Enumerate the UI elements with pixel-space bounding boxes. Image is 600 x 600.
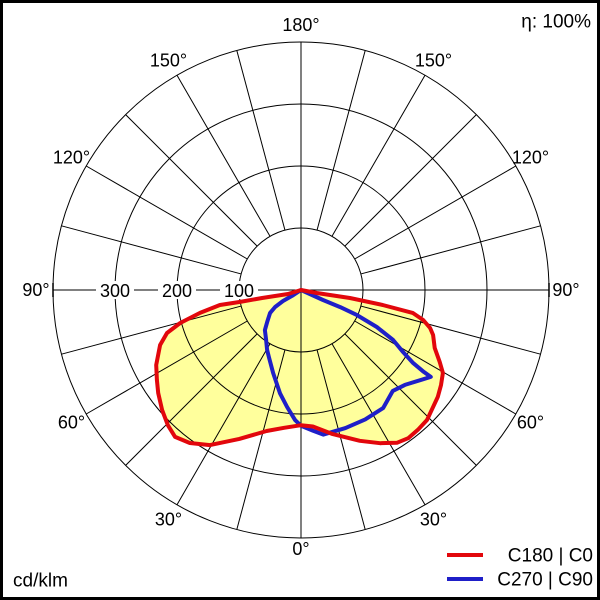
angle-label: 150°	[150, 51, 187, 71]
polar-spoke	[344, 114, 477, 247]
polar-spoke	[176, 74, 271, 237]
angle-label: 90°	[552, 280, 579, 300]
polar-spoke	[360, 225, 541, 275]
polar-spoke	[344, 333, 477, 466]
curve-layer	[154, 288, 445, 448]
c180-c0-curve	[154, 288, 445, 448]
angle-label: 30°	[155, 509, 182, 529]
curve-fill-layer	[156, 290, 443, 446]
legend-label-c180-c0: C180 | C0	[508, 546, 593, 567]
polar-spoke	[316, 349, 366, 530]
angle-label: 90°	[22, 280, 49, 300]
polar-spoke	[354, 320, 517, 415]
radial-scale-label: 100	[224, 281, 254, 301]
polar-spoke	[331, 343, 426, 506]
legend-label-c270-c90: C270 | C90	[497, 570, 593, 591]
polar-spoke	[360, 305, 541, 355]
polar-grid: 100 200 300 0° 30° 30° 60° 60° 90° 90° 120° 120° 150…	[22, 15, 579, 559]
angle-label: 0°	[292, 539, 309, 559]
polar-spoke	[354, 165, 517, 260]
radial-scale-label-bg	[158, 281, 196, 299]
radial-scale-label: 200	[162, 281, 192, 301]
radial-scale-label: 300	[100, 281, 130, 301]
legend: C180 | C0 C270 | C90	[447, 546, 593, 591]
polar-spoke	[125, 114, 258, 247]
angle-label: 150°	[415, 51, 452, 71]
c270-c90-curve	[262, 288, 433, 437]
radial-scale-label-bg	[220, 281, 258, 299]
polar-spoke	[125, 333, 258, 466]
efficiency-label: η: 100%	[521, 12, 591, 33]
polar-spoke	[331, 74, 426, 237]
angle-label: 120°	[512, 148, 549, 168]
polar-spoke	[236, 50, 286, 231]
angle-label: 180°	[282, 15, 319, 35]
polar-chart-canvas: 100 200 300 0° 30° 30° 60° 60° 90° 90° 120° 120° 150…	[13, 12, 593, 592]
angle-label: 30°	[420, 509, 447, 529]
angle-label: 60°	[517, 413, 544, 433]
polar-spoke	[176, 343, 271, 506]
polar-spoke	[61, 305, 242, 355]
polar-spoke	[316, 50, 366, 231]
radial-scale-label-bg	[96, 281, 134, 299]
polar-spoke	[85, 165, 248, 260]
angle-label: 60°	[58, 413, 85, 433]
curve-fill	[156, 290, 443, 446]
polar-spoke	[85, 320, 248, 415]
polar-spoke	[61, 225, 242, 275]
angle-label: 120°	[53, 148, 90, 168]
unit-label: cd/klm	[13, 571, 68, 592]
